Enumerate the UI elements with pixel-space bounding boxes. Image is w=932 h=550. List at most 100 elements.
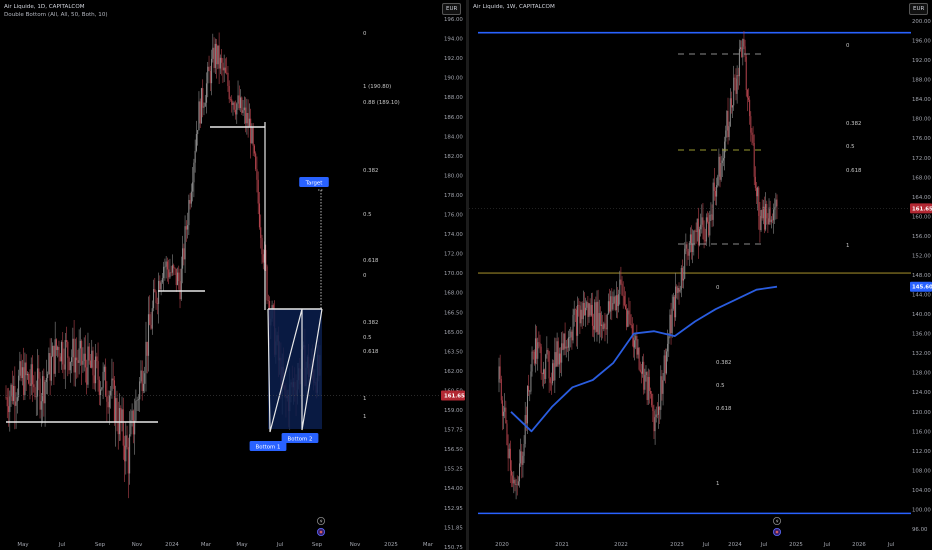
daily-candle-body: [212, 47, 214, 59]
daily-candle-body: [233, 102, 235, 110]
weekly-candle-body: [713, 182, 715, 191]
daily-candle-body: [53, 345, 55, 374]
weekly-chart-canvas[interactable]: 200.00196.00192.00188.00184.00180.00176.…: [469, 0, 932, 550]
daily-candle-body: [261, 238, 263, 255]
fib-lower-label: 0.5: [716, 383, 725, 389]
weekly-candle-body: [623, 296, 625, 306]
daily-chart-pane[interactable]: 196.00 194.00 192.00 190.00 188.00 186.00 184.…: [0, 0, 466, 550]
weekly-candle-body: [538, 342, 540, 344]
daily-candle-body: [23, 367, 25, 396]
daily-candle-body: [28, 374, 30, 384]
weekly-candle-body: [644, 375, 646, 390]
daily-candle-body: [77, 360, 79, 363]
lightning-icon: [316, 517, 325, 526]
daily-candle-body: [142, 383, 145, 392]
double-bottom-indicator-label[interactable]: Double Bottom (All, All, 50, Both, 10): [4, 12, 108, 18]
weekly-candle-body: [704, 239, 706, 242]
weekly-candle-body: [711, 214, 713, 220]
daily-candle-body: [211, 58, 213, 84]
daily-candle-body: [130, 420, 132, 435]
daily-candle-body: [229, 99, 232, 100]
weekly-candle-body: [539, 343, 541, 347]
weekly-candle-body: [611, 296, 613, 310]
daily-candle-body: [252, 127, 254, 146]
daily-candle-body: [115, 398, 117, 423]
price-axis-tick: 174.00: [444, 232, 463, 238]
pane-divider[interactable]: [466, 0, 469, 550]
price-axis-tick: 96.00: [912, 527, 928, 533]
daily-candle-body: [183, 248, 185, 260]
weekly-candle-body: [751, 132, 753, 135]
price-axis-tick: 155.25: [444, 467, 463, 473]
price-axis-tick: 100.00: [912, 507, 931, 513]
weekly-candle-body: [513, 479, 515, 484]
weekly-candle-body: [575, 309, 577, 336]
weekly-chart-pane[interactable]: 200.00 196.00 192.00 188.00 184.00 180.00 176.…: [469, 0, 932, 550]
weekly-candle-body: [636, 336, 638, 355]
weekly-candle-body: [667, 343, 669, 352]
weekly-currency-badge[interactable]: EUR: [909, 3, 929, 15]
price-axis-tick: 176.00: [444, 213, 463, 219]
weekly-candle-body: [663, 355, 665, 381]
daily-candle-body: [84, 353, 86, 368]
weekly-candle-body: [599, 313, 601, 326]
weekly-candle-body: [512, 475, 514, 484]
weekly-candle-body: [728, 126, 730, 138]
daily-candle-body: [199, 101, 201, 124]
weekly-candle-body: [669, 314, 671, 337]
weekly-candle-body: [542, 369, 544, 375]
weekly-candle-body: [736, 75, 738, 94]
weekly-candle-body: [759, 215, 761, 231]
weekly-candle-body: [554, 352, 556, 381]
price-axis-tick: 157.75: [444, 428, 463, 434]
weekly-candle-body: [520, 451, 522, 464]
fib-upper-label: 1: [846, 243, 849, 249]
daily-candle-body: [188, 200, 190, 226]
weekly-candle-body: [658, 406, 660, 415]
daily-candle-body: [222, 62, 224, 71]
daily-candle-body: [258, 203, 261, 228]
weekly-candle-body: [598, 313, 600, 335]
weekly-candle-body: [577, 304, 579, 336]
price-axis-tick: 160.00: [912, 214, 931, 220]
price-axis-tick: 156.00: [912, 234, 931, 240]
weekly-candle-body: [742, 38, 744, 58]
price-axis-tick: 186.00: [444, 115, 463, 121]
daily-candle-body: [31, 364, 34, 385]
daily-candle-body: [45, 377, 47, 382]
daily-candle-body: [38, 368, 40, 379]
weekly-candle-body: [700, 224, 702, 230]
daily-candle-body: [245, 107, 247, 124]
daily-candle-body: [6, 397, 8, 407]
time-axis-tick: Jul: [58, 542, 66, 548]
weekly-candle-body: [643, 361, 645, 390]
daily-candle-body: [81, 340, 83, 365]
weekly-candle-body: [726, 110, 728, 131]
price-axis-tick: 163.50: [444, 349, 463, 355]
weekly-candle-body: [620, 279, 622, 284]
weekly-candle-body: [750, 116, 752, 133]
weekly-candle-body: [578, 304, 580, 306]
weekly-candle-body: [738, 48, 740, 77]
daily-candle-body: [152, 289, 155, 309]
daily-candle-body: [151, 308, 153, 329]
price-axis-tick: 168.00: [912, 175, 931, 181]
daily-candle-body: [42, 376, 44, 402]
daily-candle-body: [93, 375, 95, 384]
weekly-candle-body: [675, 286, 677, 318]
fib-upper-label: 0: [846, 43, 850, 49]
weekly-candle-body: [562, 343, 564, 350]
weekly-candle-body: [585, 307, 587, 316]
weekly-candle-body: [555, 352, 557, 367]
daily-currency-badge[interactable]: EUR: [442, 3, 462, 15]
price-axis-tick: 180.00: [444, 173, 463, 179]
daily-candle-body: [103, 366, 105, 372]
weekly-candle-body: [500, 379, 502, 401]
daily-chart-canvas[interactable]: 196.00 194.00 192.00 190.00 188.00 186.00 184.…: [0, 0, 466, 550]
daily-candle-body: [154, 289, 156, 293]
weekly-candle-body: [529, 391, 531, 393]
weekly-candle-body: [614, 296, 616, 311]
daily-candle-body: [16, 397, 18, 402]
daily-candle-body: [272, 305, 274, 310]
weekly-candle-body: [530, 371, 532, 392]
